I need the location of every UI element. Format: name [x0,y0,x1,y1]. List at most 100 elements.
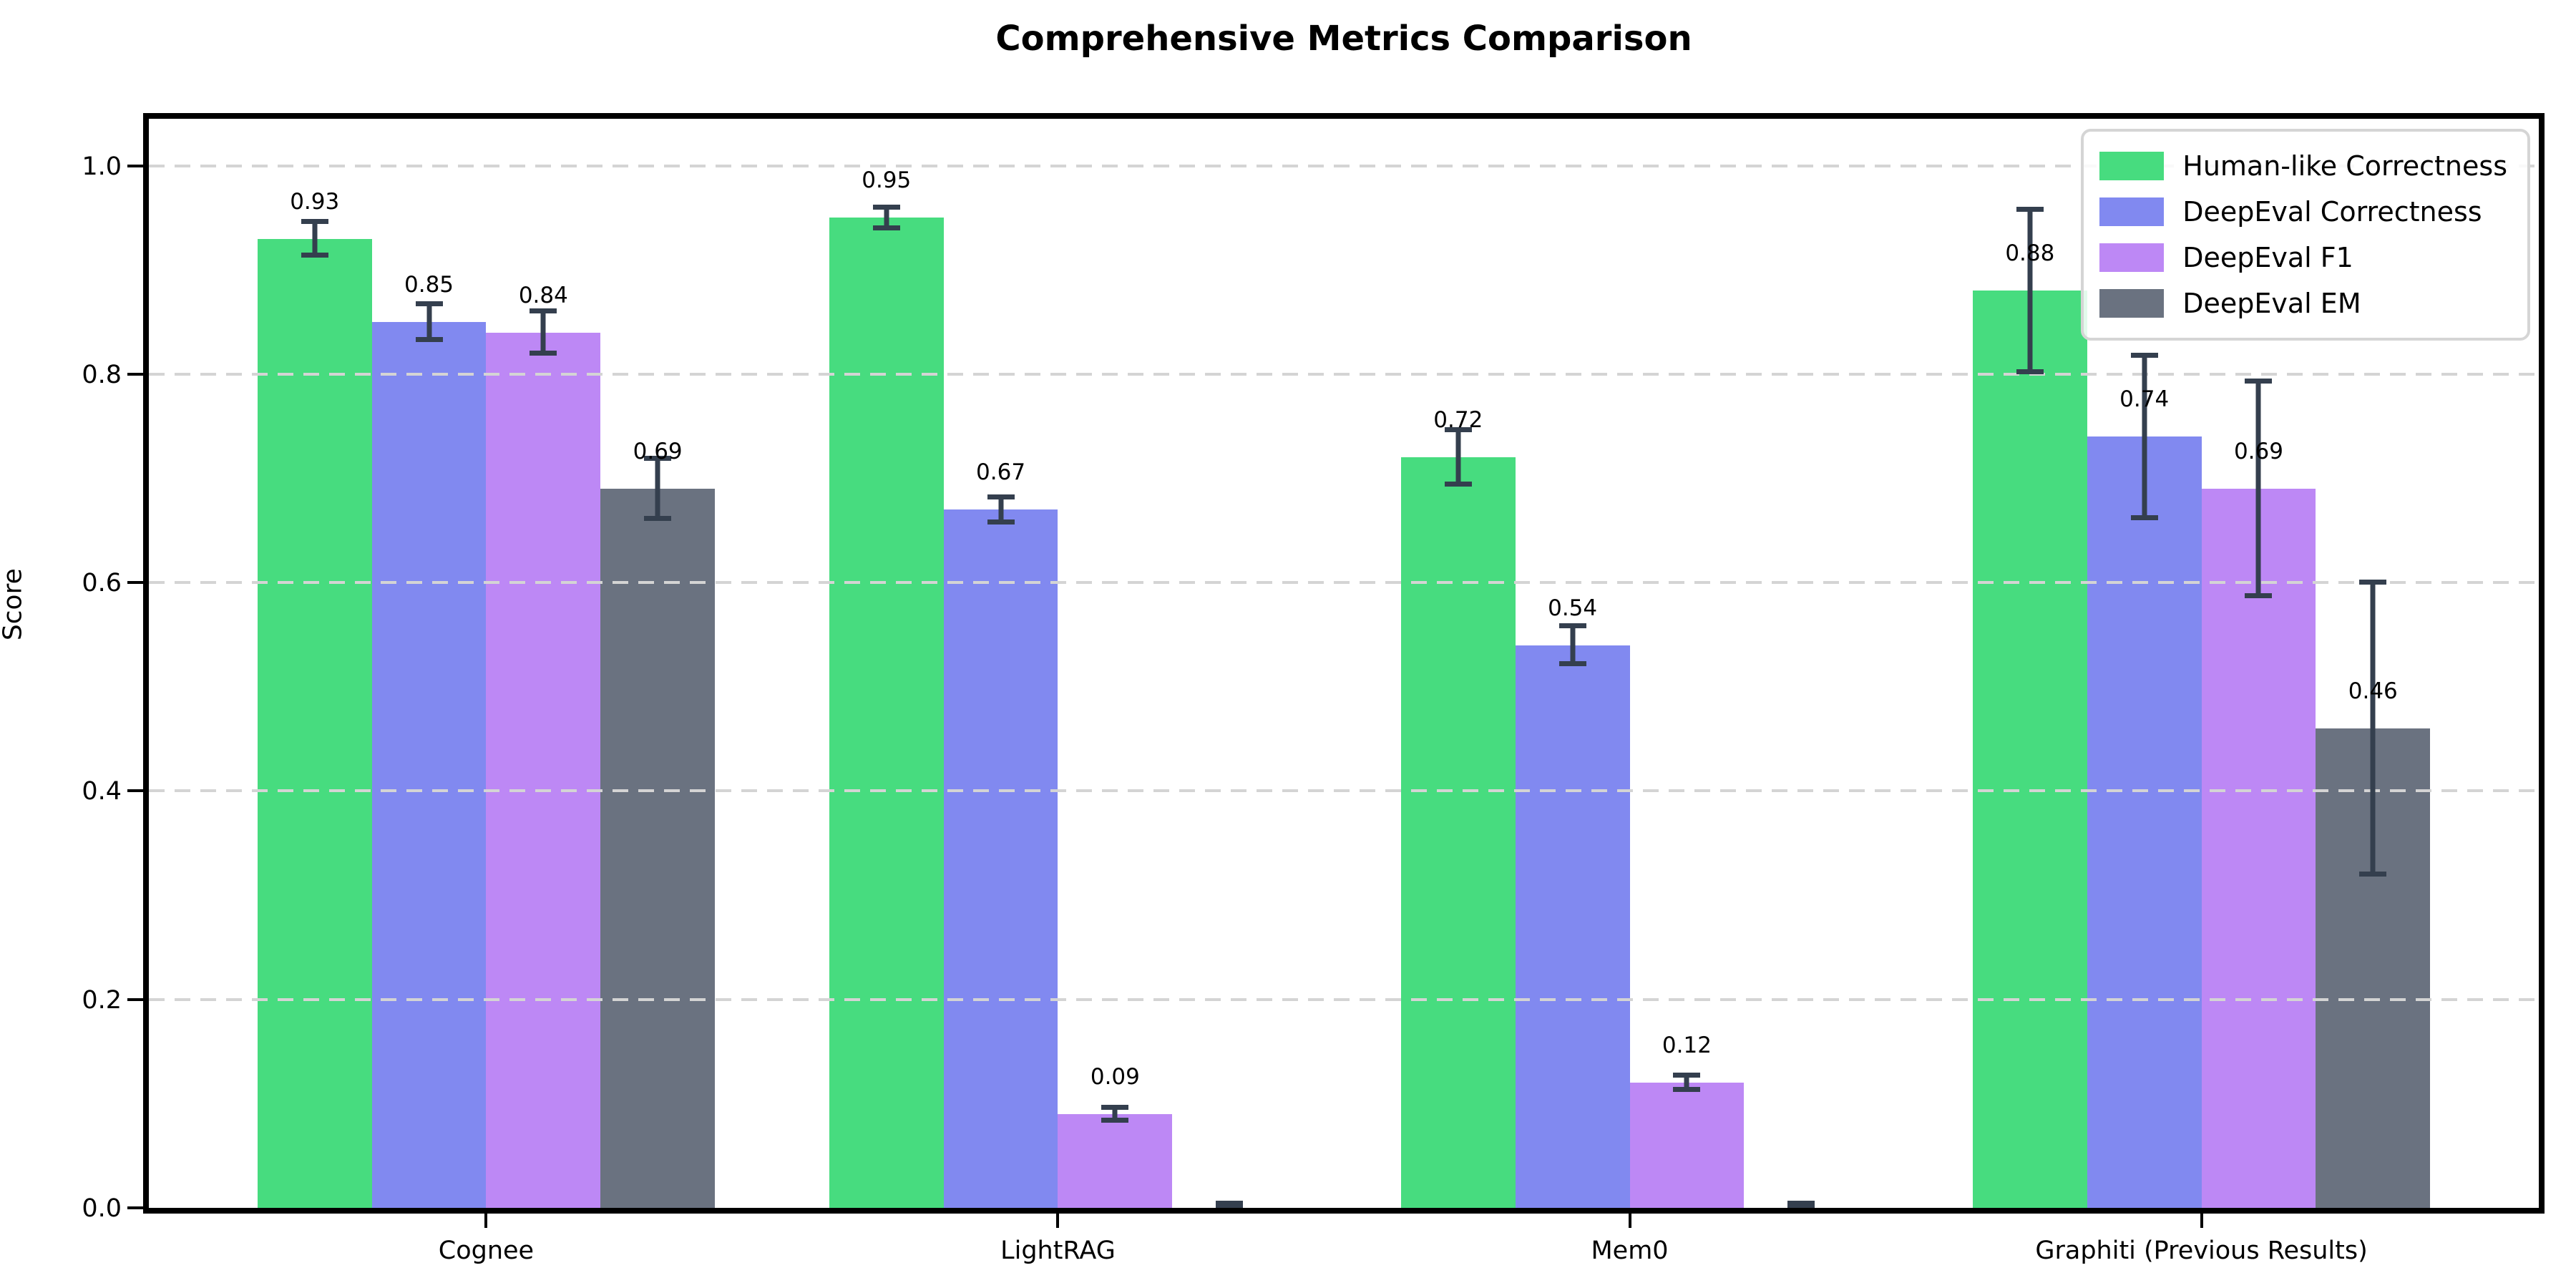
bar-value-label: 0.88 [2005,240,2055,267]
gridline [149,372,2539,376]
bar-value-label: 0.12 [1662,1033,1712,1059]
bar [1972,291,2087,1208]
error-bar-cap [872,225,900,230]
gridline [149,997,2539,1001]
bar [943,509,1058,1208]
x-tick-label: Mem0 [1591,1236,1669,1265]
legend-label: DeepEval Correctness [2182,196,2482,228]
error-bar [426,304,432,340]
error-bar-cap [1444,482,1472,487]
bar [829,218,944,1208]
error-bar [884,207,889,228]
error-bar [998,497,1004,522]
gridline [149,164,2539,167]
x-tick-label: LightRAG [1000,1236,1116,1265]
y-tick-mark [127,581,143,585]
bar [1515,645,1630,1208]
bar-value-label: 0.95 [862,167,912,194]
error-bar [1570,626,1576,664]
error-bar-cap [415,301,443,307]
x-tick-label: Graphiti (Previous Results) [2035,1236,2368,1265]
error-bar-cap [301,219,328,225]
y-tick-mark [127,789,143,793]
error-bar-cap [2016,206,2044,212]
bar-value-label: 0.93 [290,188,340,215]
error-bar-cap [2130,352,2158,358]
x-tick-label: Cognee [438,1236,535,1265]
legend-swatch [2099,152,2165,180]
error-bar [1684,1075,1689,1091]
legend-swatch [2099,197,2165,226]
legend-item: DeepEval Correctness [2099,189,2507,235]
y-tick-mark [127,164,143,167]
legend-swatch [2099,243,2165,272]
legend-item: Human-like Correctness [2099,143,2507,189]
legend-label: Human-like Correctness [2182,150,2507,182]
bar-value-label: 0.09 [1090,1063,1140,1090]
bar-value-label: 0.54 [1548,595,1598,621]
y-tick-label: 0.6 [82,569,122,598]
legend-label: DeepEval EM [2182,288,2361,319]
error-bar [312,222,318,255]
legend-item: DeepEval F1 [2099,235,2507,280]
error-bar-cap [301,252,328,258]
error-bar-cap [644,516,672,522]
error-bar-cap [2359,580,2387,585]
bar [371,322,487,1208]
error-bar [1112,1108,1118,1121]
error-bar-cap [2016,369,2044,374]
error-bar-cap [530,308,557,314]
legend: Human-like Correctness DeepEval Correctne… [2081,129,2530,341]
x-tick-mark [1056,1214,1060,1228]
bar [600,489,716,1208]
bar [1400,457,1516,1208]
y-tick-label: 0.4 [82,777,122,806]
error-bar-cap [530,350,557,356]
error-bar-cap [2245,379,2273,384]
bar [2087,436,2202,1208]
error-bar-cap [1216,1203,1244,1208]
y-tick-mark [127,1206,143,1209]
plot-area: Human-like Correctness DeepEval Correctne… [82,113,2545,1265]
error-bar [1455,430,1461,485]
error-bar-cap [872,204,900,210]
error-bar-cap [415,336,443,342]
error-bar-cap [644,455,672,461]
error-bar-cap [2130,514,2158,520]
chart-title: Comprehensive Metrics Comparison [995,19,1692,59]
x-tick-mark [484,1214,488,1228]
bar [486,332,601,1208]
x-tick-mark [2200,1214,2203,1228]
error-bar [2255,381,2261,597]
y-axis-title: Score [0,568,28,641]
error-bar-cap [1444,427,1472,433]
bar [1058,1113,1173,1208]
error-bar-cap [2245,593,2273,599]
error-bar-cap [1558,623,1586,629]
bar [1629,1083,1745,1208]
error-bar-cap [1787,1203,1815,1208]
bar-value-label: 0.74 [2119,386,2170,413]
bar-value-label: 0.69 [2233,439,2283,465]
y-tick-label: 0.0 [82,1194,122,1223]
x-tick-mark [1628,1214,1631,1228]
y-tick-label: 0.2 [82,985,122,1015]
error-bar [2027,209,2033,372]
bar [2201,489,2316,1208]
bar-value-label: 0.46 [2348,678,2398,705]
error-bar-cap [1101,1105,1129,1111]
error-bar [2142,355,2147,518]
bar-value-label: 0.67 [976,459,1026,486]
error-bar-cap [1673,1073,1701,1078]
error-bar-cap [1101,1117,1129,1123]
bar-value-label: 0.69 [633,439,683,465]
error-bar-cap [987,519,1015,525]
bar-value-label: 0.72 [1433,407,1483,434]
y-tick-label: 1.0 [82,152,122,181]
error-bar [655,458,660,519]
error-bar [2370,582,2376,874]
bar-value-label: 0.84 [518,282,568,308]
y-tick-mark [127,372,143,376]
error-bar [540,311,546,353]
